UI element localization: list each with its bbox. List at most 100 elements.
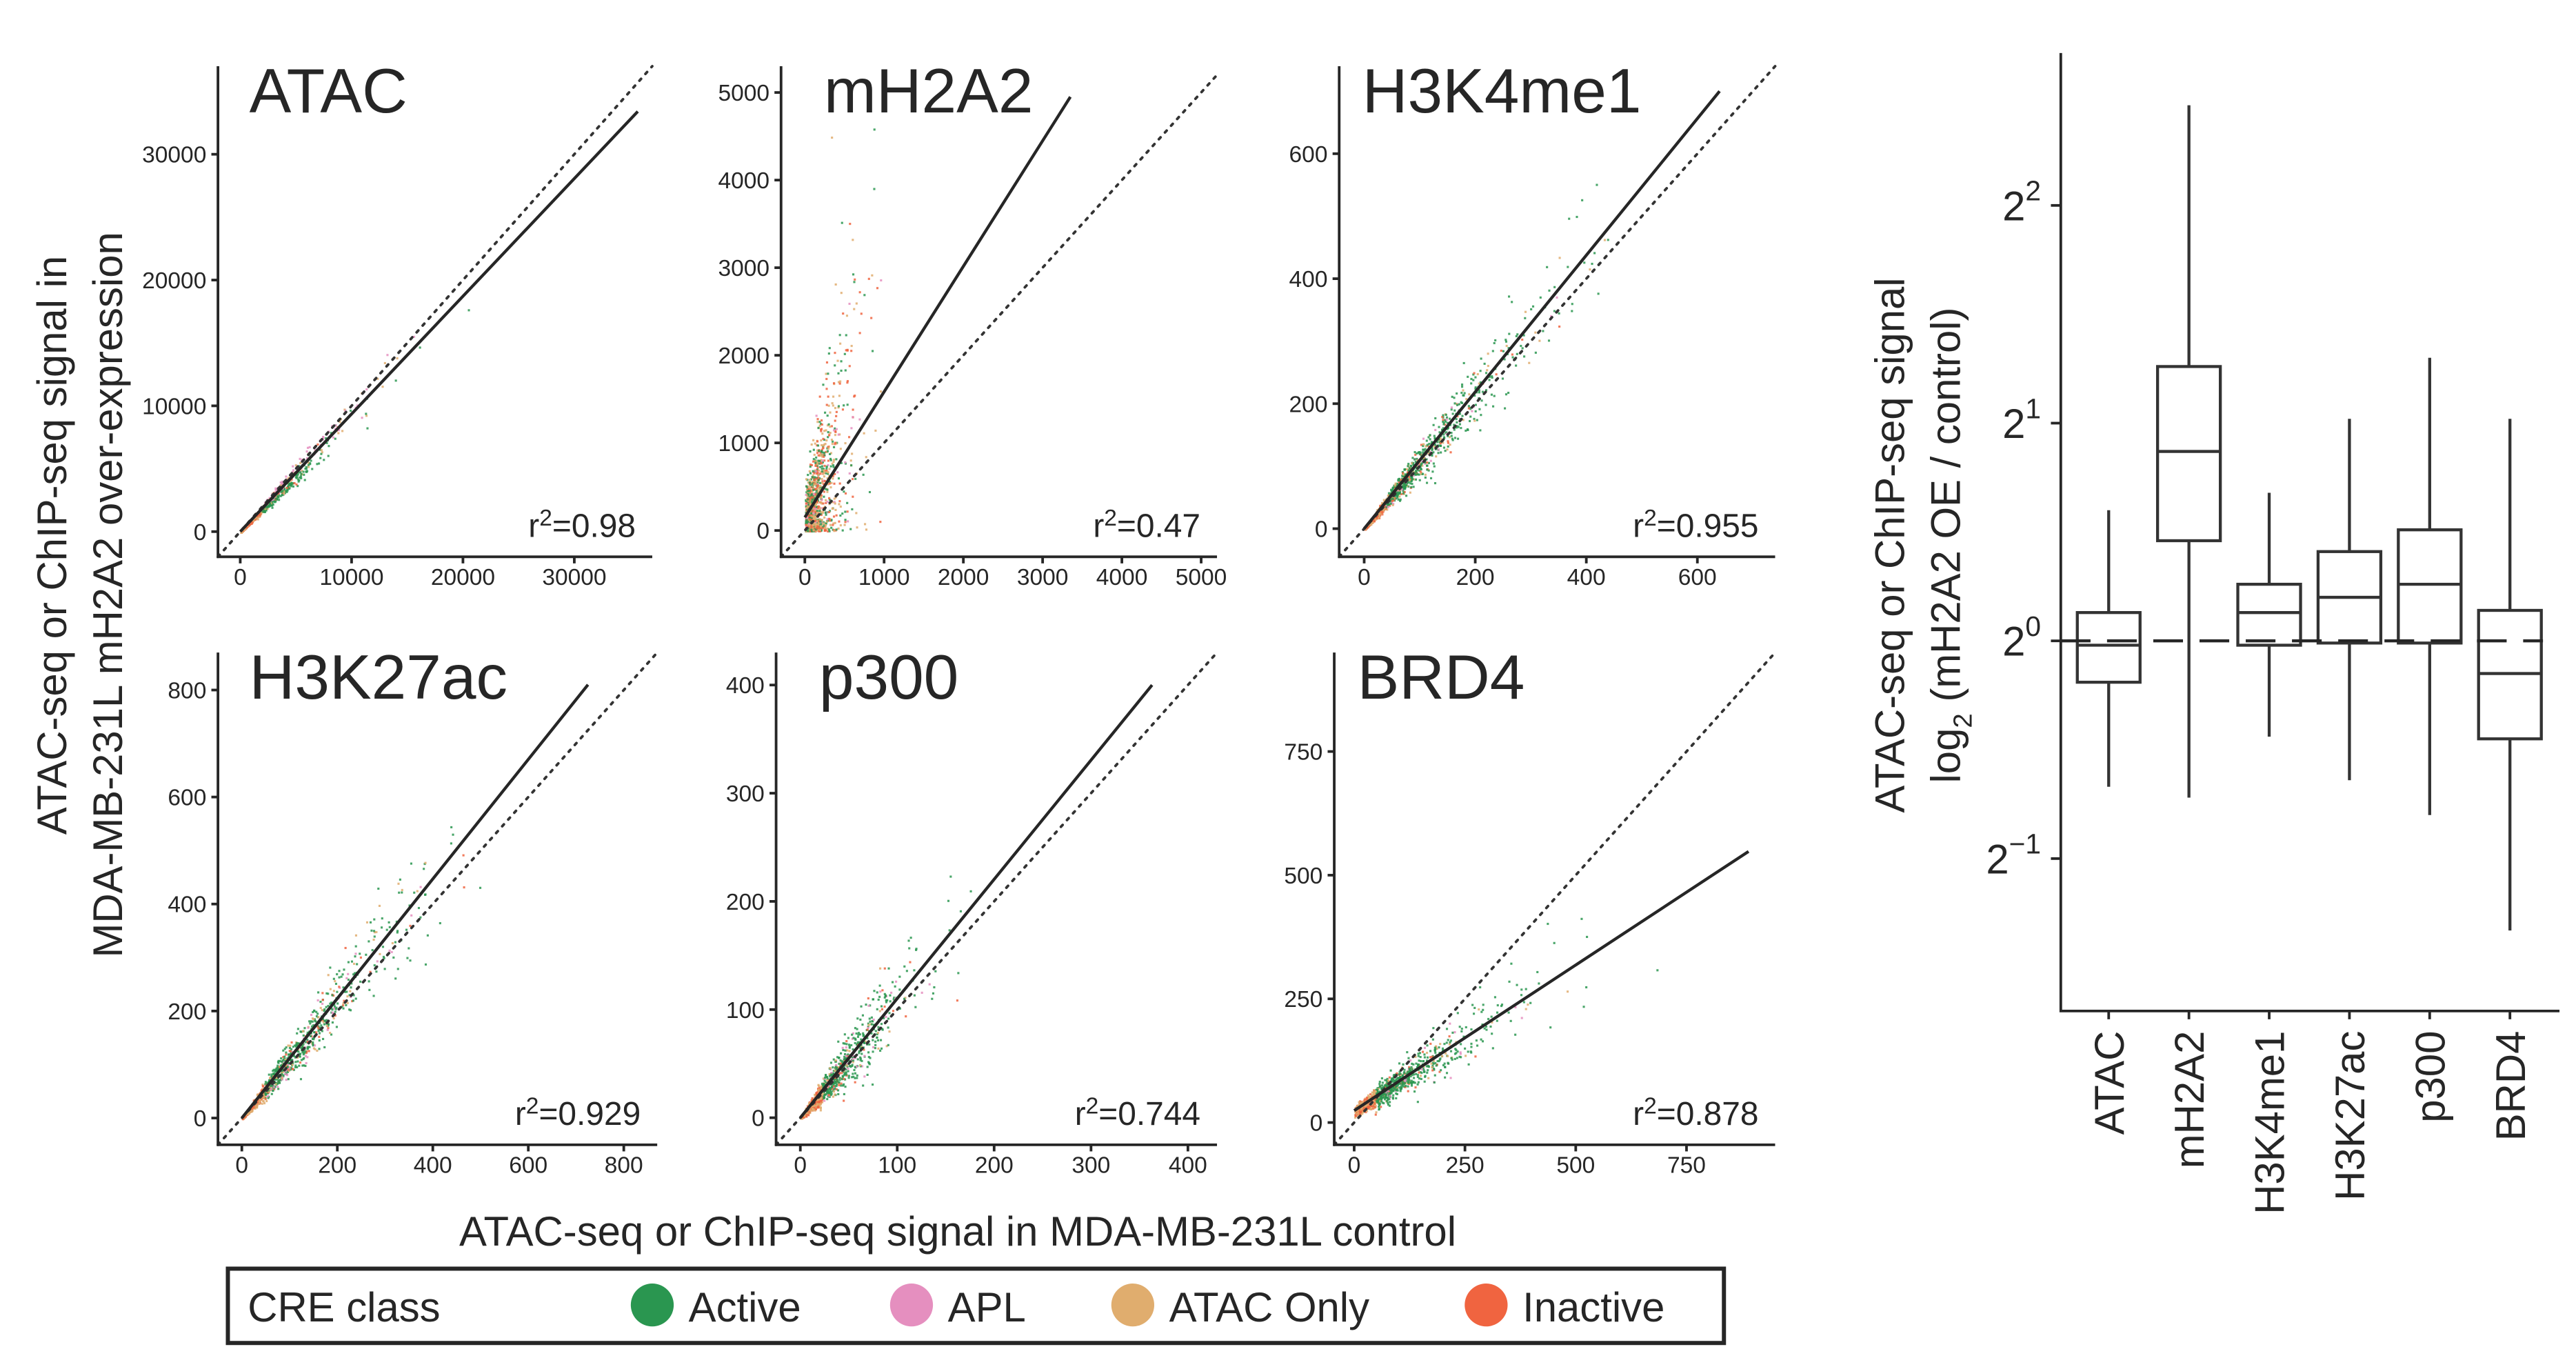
data-point — [898, 975, 901, 978]
data-point — [1416, 469, 1419, 472]
data-point — [323, 1019, 326, 1022]
data-point — [299, 476, 301, 479]
data-point — [407, 947, 410, 950]
data-point — [1402, 485, 1405, 488]
data-point — [835, 428, 838, 430]
data-point — [812, 516, 815, 519]
data-point — [287, 1053, 290, 1056]
data-point — [1479, 381, 1482, 384]
data-point — [281, 492, 284, 495]
data-point — [303, 1052, 305, 1055]
data-point — [864, 1040, 867, 1043]
data-point — [1488, 379, 1491, 381]
data-point — [1538, 339, 1541, 342]
r-superscript: 2 — [1644, 506, 1657, 531]
data-point — [812, 485, 814, 488]
data-point — [1487, 364, 1489, 368]
data-point — [439, 922, 441, 925]
data-point — [840, 360, 843, 363]
data-point — [887, 1017, 890, 1020]
data-point — [840, 1082, 843, 1085]
data-point — [831, 1088, 834, 1090]
data-point — [1467, 428, 1469, 432]
data-point — [1387, 503, 1389, 506]
data-point — [349, 409, 352, 412]
data-point — [288, 488, 290, 490]
data-point — [1479, 370, 1482, 372]
data-point — [1414, 453, 1417, 456]
data-point — [263, 510, 267, 514]
data-point — [814, 483, 817, 486]
data-point — [805, 502, 807, 505]
data-point — [268, 1090, 270, 1093]
data-point — [376, 960, 379, 963]
data-point — [829, 457, 832, 460]
x-tick-label: 10000 — [319, 565, 383, 590]
data-point — [851, 508, 854, 510]
data-point — [823, 455, 825, 458]
data-point — [299, 475, 303, 478]
data-point — [314, 1019, 316, 1022]
data-point — [830, 519, 833, 522]
data-point — [319, 1001, 322, 1003]
data-point — [372, 995, 375, 997]
data-point — [832, 429, 836, 432]
data-point — [1534, 351, 1537, 354]
data-point — [909, 961, 912, 963]
scatter-panel-mh2a2: 0 1000 2000 3000 4000 50000100020003000400050… — [718, 57, 1227, 590]
data-point — [845, 1040, 848, 1043]
data-point — [819, 520, 822, 523]
data-point — [825, 388, 828, 390]
data-point — [816, 444, 818, 447]
data-point — [848, 1044, 851, 1046]
data-point — [816, 483, 819, 486]
data-point — [826, 518, 829, 521]
data-point — [1442, 414, 1445, 417]
data-point — [315, 1031, 318, 1034]
y-tick-label: 200 — [1289, 392, 1328, 417]
data-point — [822, 437, 825, 440]
data-point — [274, 1070, 276, 1072]
data-point — [1398, 479, 1401, 482]
data-point — [816, 486, 819, 488]
data-point — [318, 1048, 321, 1050]
r-label: r — [515, 1096, 526, 1132]
data-point — [303, 1027, 306, 1030]
data-point — [808, 491, 811, 494]
data-point — [1399, 498, 1402, 501]
data-point — [413, 891, 416, 894]
data-point — [1456, 425, 1459, 428]
data-point — [843, 490, 845, 493]
panel-title: H3K27ac — [250, 643, 507, 712]
data-point — [1426, 461, 1429, 464]
data-point — [283, 1055, 286, 1058]
panel-title: ATAC — [250, 57, 407, 126]
data-point — [1469, 415, 1472, 418]
data-point — [811, 496, 814, 499]
data-point — [1440, 437, 1442, 440]
data-point — [1450, 431, 1453, 435]
data-point — [299, 1052, 302, 1055]
data-point — [286, 1074, 289, 1077]
data-point — [854, 1066, 856, 1068]
data-point — [826, 447, 829, 450]
data-point — [248, 1110, 251, 1113]
data-point — [248, 523, 251, 526]
data-point — [838, 1062, 841, 1065]
data-point — [1502, 350, 1505, 352]
data-point — [814, 523, 817, 526]
data-point — [1474, 388, 1477, 390]
data-point — [307, 463, 310, 467]
data-point — [840, 369, 843, 372]
data-point — [809, 501, 812, 503]
data-point — [273, 1088, 276, 1090]
data-point — [290, 1067, 292, 1070]
data-point — [1390, 488, 1393, 491]
data-point — [1474, 376, 1477, 379]
x-tick-label: 20000 — [431, 565, 495, 590]
data-point — [263, 508, 265, 511]
data-point — [805, 517, 809, 519]
data-point — [815, 415, 818, 417]
data-point — [850, 427, 853, 430]
